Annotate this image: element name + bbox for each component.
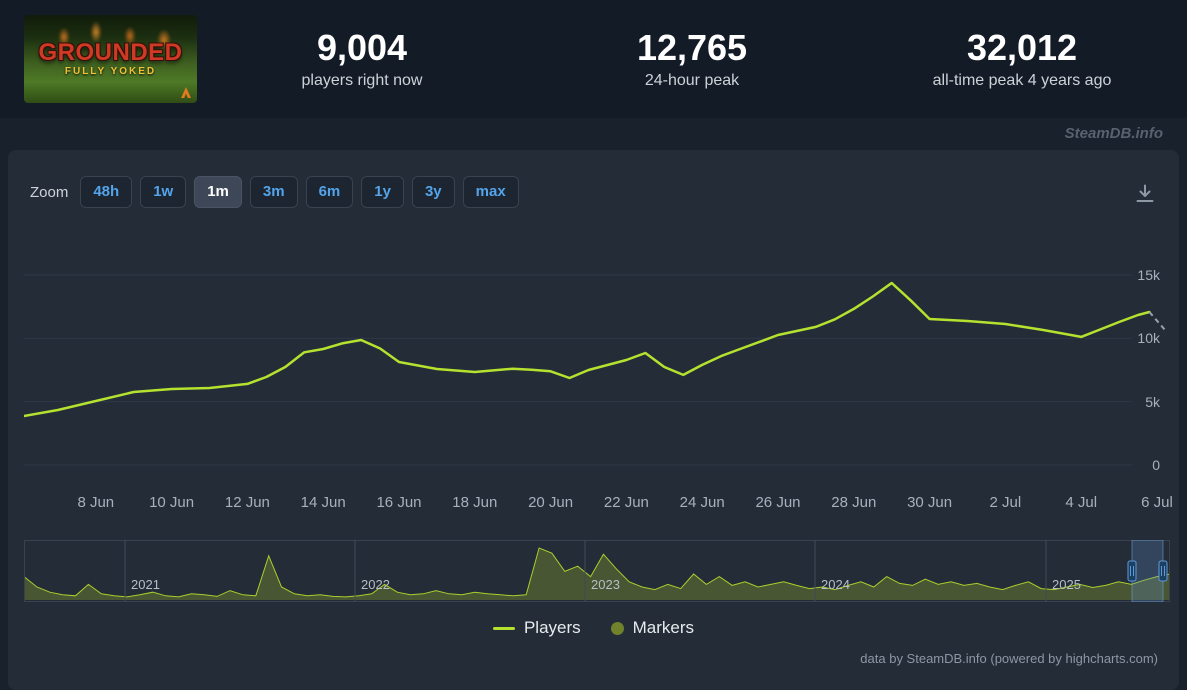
game-title: GROUNDED — [38, 39, 183, 66]
stat-value: 32,012 — [966, 26, 1078, 68]
chart-legend: Players Markers — [8, 618, 1179, 638]
chart-panel: Zoom 48h 1w 1m 3m 6m 1y 3y max Players M… — [8, 150, 1179, 690]
zoom-button-6m[interactable]: 6m — [305, 176, 354, 208]
zoom-button-3y[interactable]: 3y — [411, 176, 455, 208]
x-axis-label: 12 Jun — [224, 494, 270, 511]
zoom-button-max[interactable]: max — [462, 176, 519, 208]
y-axis-label: 15k — [1137, 267, 1160, 283]
navigator-year-label: 2025 — [1052, 577, 1081, 592]
stat-label: players right now — [301, 71, 423, 89]
stat-value: 9,004 — [316, 26, 408, 68]
x-axis-label: 26 Jun — [755, 494, 801, 511]
x-axis-label: 20 Jun — [528, 494, 574, 511]
zoom-toolbar: Zoom 48h 1w 1m 3m 6m 1y 3y max — [30, 176, 519, 208]
steamdb-watermark: SteamDB.info — [1064, 125, 1163, 142]
legend-item-players[interactable]: Players — [492, 618, 581, 638]
header: GROUNDED FULLY YOKED 9,004 players right… — [0, 0, 1187, 118]
x-axis-label: 2 Jul — [989, 494, 1022, 511]
navigator-year-label: 2022 — [361, 577, 390, 592]
zoom-button-3m[interactable]: 3m — [249, 176, 298, 208]
x-axis-label: 22 Jun — [603, 494, 649, 511]
player-stats: 9,004 players right now 12,765 24-hour p… — [197, 0, 1187, 118]
x-axis-label: 4 Jul — [1065, 494, 1098, 511]
game-banner-image: GROUNDED FULLY YOKED — [24, 15, 197, 103]
x-axis-label: 24 Jun — [679, 494, 725, 511]
x-axis-label: 28 Jun — [831, 494, 877, 511]
x-axis-label: 10 Jun — [149, 494, 195, 511]
navigator-handle-right[interactable] — [1158, 560, 1168, 582]
legend-label: Markers — [632, 618, 695, 637]
zoom-button-1w[interactable]: 1w — [140, 176, 187, 208]
y-axis-label: 0 — [1152, 457, 1160, 473]
x-axis-label: 8 Jun — [77, 494, 115, 511]
y-axis-label: 10k — [1137, 330, 1160, 347]
stat-value: 12,765 — [636, 26, 748, 68]
stat-label: all-time peak 4 years ago — [932, 71, 1112, 89]
navigator-year-label: 2024 — [821, 577, 850, 592]
players-line-swatch-icon — [492, 626, 515, 630]
legend-label: Players — [523, 618, 581, 637]
zoom-button-1y[interactable]: 1y — [361, 176, 404, 208]
x-axis-label: 18 Jun — [452, 494, 498, 511]
navigator[interactable] — [24, 540, 1170, 602]
zoom-button-1m[interactable]: 1m — [194, 176, 242, 208]
stat-label: 24-hour peak — [644, 71, 740, 89]
players-chart[interactable] — [24, 232, 1174, 468]
zoom-button-48h[interactable]: 48h — [80, 176, 133, 208]
legend-item-markers[interactable]: Markers — [610, 618, 695, 638]
navigator-year-label: 2021 — [131, 577, 160, 592]
x-axis-label: 14 Jun — [300, 494, 346, 511]
game-subtitle: FULLY YOKED — [64, 66, 157, 77]
developer-logo-icon — [181, 87, 191, 98]
chart-credit[interactable]: data by SteamDB.info (powered by highcha… — [860, 651, 1158, 666]
navigator-handle-left[interactable] — [1127, 560, 1137, 582]
x-axis-label: 30 Jun — [907, 494, 953, 511]
download-icon[interactable] — [1133, 182, 1157, 206]
zoom-label: Zoom — [30, 183, 69, 201]
x-axis-label: 16 Jun — [376, 494, 422, 511]
markers-circle-swatch-icon — [610, 621, 624, 635]
stat-alltime-peak: 32,012 all-time peak 4 years ago — [857, 0, 1187, 118]
stat-current-players: 9,004 players right now — [197, 0, 527, 118]
navigator-year-label: 2023 — [591, 577, 620, 592]
stat-24h-peak: 12,765 24-hour peak — [527, 0, 857, 118]
y-axis-label: 5k — [1145, 393, 1160, 410]
x-axis-label: 6 Jul — [1141, 494, 1173, 511]
